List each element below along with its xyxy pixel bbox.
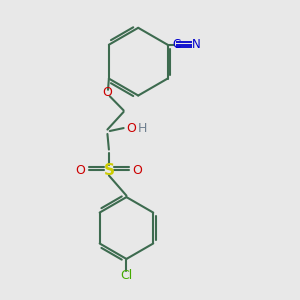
Text: C: C — [172, 38, 181, 51]
Text: H: H — [138, 122, 147, 135]
Text: N: N — [192, 38, 201, 51]
Text: O: O — [127, 122, 136, 135]
Text: O: O — [75, 164, 85, 177]
Text: Cl: Cl — [120, 268, 133, 282]
Text: O: O — [133, 164, 142, 177]
Text: S: S — [103, 163, 114, 178]
Text: O: O — [103, 86, 112, 99]
